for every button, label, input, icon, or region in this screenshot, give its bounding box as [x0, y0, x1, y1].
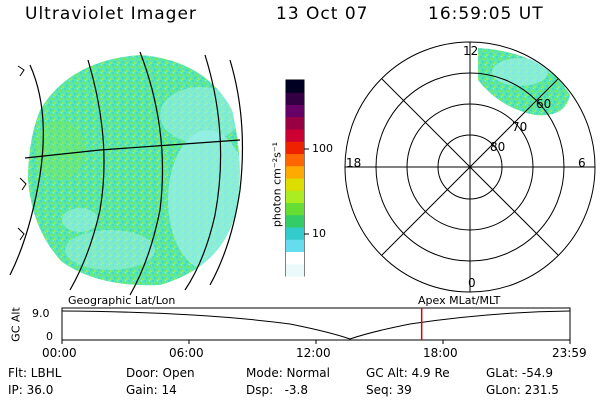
colorbar-segment — [286, 129, 304, 142]
timeline-right-caption: Apex MLat/MLT — [418, 294, 501, 307]
colorbar-segment — [286, 92, 304, 105]
colorbar-segment — [286, 239, 304, 252]
polar-label-0: 0 — [468, 276, 476, 290]
colorbar-tick-100: 100 — [312, 142, 333, 155]
colorbar-segment — [286, 263, 304, 277]
polar-ring-70: 70 — [512, 120, 528, 134]
colorbar-segment — [286, 165, 304, 179]
colorbar-segment — [286, 80, 304, 93]
observation-time: 16:59:05 UT — [428, 4, 544, 24]
timeline-plot — [61, 307, 571, 344]
geographic-grid — [9, 51, 244, 296]
footer-gc-alt: GC Alt: 4.9 Re — [366, 366, 450, 380]
footer-glon: GLon: 231.5 — [486, 383, 559, 397]
timeline-tick-2359: 23:59 — [552, 346, 587, 360]
colorbar-segment — [286, 178, 304, 191]
instrument-title: Ultraviolet Imager — [25, 4, 197, 24]
polar-ring-80: 80 — [490, 140, 506, 154]
polar-label-18: 18 — [346, 156, 362, 170]
timeline-tick-1200: 12:00 — [296, 346, 331, 360]
polar-plot — [344, 41, 596, 293]
earth-disk-image — [28, 55, 240, 286]
colorbar-segment — [286, 251, 304, 265]
colorbar-segment — [286, 227, 304, 240]
colorbar-unit-label: photon cm⁻²s⁻¹ — [270, 141, 284, 228]
disk-edge-marks — [17, 65, 27, 241]
footer-seq: Seq: 39 — [366, 383, 412, 397]
color-bar — [285, 79, 309, 277]
footer-gain: Gain: 14 — [126, 383, 177, 397]
polar-label-12: 12 — [463, 44, 479, 58]
colorbar-tick-10: 10 — [312, 227, 326, 240]
timeline-y-zero: 0 — [46, 330, 53, 343]
footer-door: Door: Open — [126, 366, 195, 380]
timeline-axis-label: GC Alt — [9, 307, 23, 342]
polar-label-6: 6 — [578, 156, 586, 170]
observation-date: 13 Oct 07 — [276, 4, 369, 24]
colorbar-segment — [286, 190, 304, 203]
polar-ring-60: 60 — [536, 97, 552, 111]
timeline-left-caption: Geographic Lat/Lon — [68, 294, 176, 307]
footer-mode: Mode: Normal — [246, 366, 330, 380]
timeline-tick-0000: 00:00 — [42, 346, 77, 360]
colorbar-segment — [286, 214, 304, 228]
footer-filter: Flt: LBHL — [8, 366, 62, 380]
footer-dsp: Dsp: -3.8 — [246, 383, 309, 397]
colorbar-segment — [286, 116, 304, 130]
timeline-y-value: 9.0 — [32, 307, 50, 320]
colorbar-segment — [286, 104, 304, 118]
colorbar-segment — [286, 141, 304, 154]
footer-glat: GLat: -54.9 — [486, 366, 553, 380]
timeline-tick-1800: 18:00 — [423, 346, 458, 360]
colorbar-segment — [286, 202, 304, 216]
footer-ip: IP: 36.0 — [8, 383, 54, 397]
colorbar-segment — [286, 153, 304, 167]
timeline-tick-0600: 06:00 — [169, 346, 204, 360]
